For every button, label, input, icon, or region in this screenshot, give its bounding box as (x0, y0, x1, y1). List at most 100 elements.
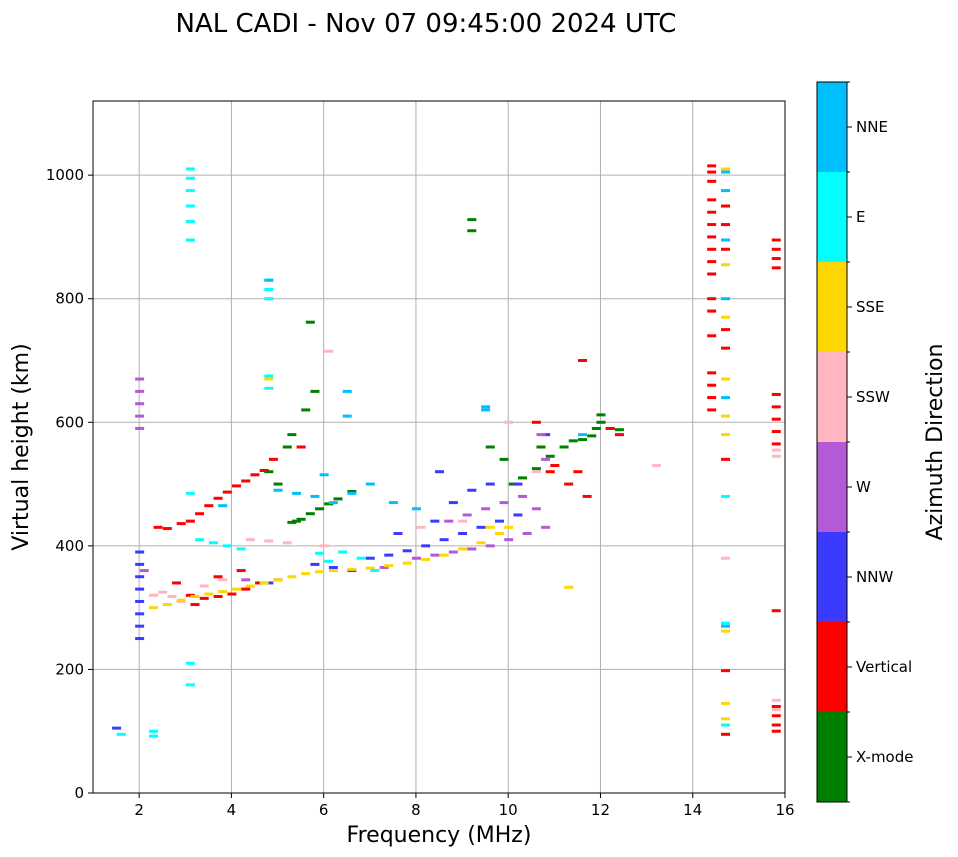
data-point-vertical (707, 297, 717, 301)
data-point-vertical (564, 482, 574, 486)
data-point-nnw (135, 624, 145, 628)
data-point-vertical (707, 223, 717, 227)
data-point-w (518, 494, 528, 498)
data-point-vertical (771, 257, 781, 261)
data-point-vertical (771, 417, 781, 421)
x-tick-label: 10 (499, 801, 518, 819)
data-point-sse (162, 603, 172, 607)
data-point-e (721, 494, 731, 498)
data-point-e (148, 729, 158, 733)
data-point-w (536, 433, 546, 437)
colorbar-swatch-x-mode (817, 712, 847, 802)
data-point-vertical (227, 592, 237, 596)
data-point-e (356, 556, 366, 560)
data-point-w (444, 519, 454, 523)
data-point-nnw (435, 470, 444, 474)
data-point-vertical (241, 479, 251, 483)
data-point-vertical (707, 247, 717, 251)
data-point-nne (721, 189, 731, 193)
data-point-sse (218, 590, 228, 594)
data-point-e (195, 538, 205, 542)
data-point-vertical (771, 705, 781, 708)
data-point-w (135, 402, 145, 406)
data-point-vertical (259, 468, 269, 472)
data-point-vertical (707, 334, 717, 338)
data-point-vertical (707, 170, 717, 174)
data-point-sse (564, 585, 574, 589)
chart-title: NAL CADI - Nov 07 09:45:00 2024 UTC (176, 9, 677, 39)
data-point-vertical (582, 494, 592, 498)
data-point-w (462, 513, 472, 517)
data-point-nne (347, 491, 357, 495)
colorbar-label-vertical: Vertical (856, 658, 912, 676)
data-point-vertical (545, 470, 555, 474)
plot-area (93, 101, 785, 793)
data-points (112, 164, 781, 738)
data-point-vertical (255, 581, 265, 585)
data-point-nne (328, 501, 338, 505)
data-point-ssw (199, 584, 209, 588)
data-point-e (264, 287, 274, 291)
data-point-w (411, 556, 421, 560)
data-point-w (379, 565, 389, 569)
data-point-nnw (135, 575, 145, 579)
data-point-nnw (112, 726, 122, 730)
data-point-nnw (384, 553, 394, 557)
data-point-e (185, 176, 195, 180)
data-point-vertical (771, 714, 781, 718)
data-point-sse (721, 629, 731, 633)
data-point-e (264, 374, 274, 378)
data-point-nnw (135, 637, 145, 641)
data-point-sse (721, 315, 731, 319)
data-point-x-mode (310, 389, 320, 393)
data-point-vertical (771, 405, 781, 409)
data-point-vertical (721, 247, 731, 251)
data-point-e (338, 550, 348, 554)
data-point-x-mode (499, 457, 509, 461)
data-point-e (116, 732, 126, 736)
data-point-sse (301, 572, 311, 576)
data-point-sse (287, 575, 297, 579)
data-point-e (721, 621, 731, 625)
x-tick-label: 6 (319, 801, 329, 819)
data-point-w (135, 414, 145, 418)
colorbar-label-nne: NNE (856, 118, 888, 136)
data-point-ssw (158, 590, 168, 594)
data-point-x-mode (518, 476, 528, 480)
data-point-nnw (467, 488, 477, 492)
y-tick-label: 800 (55, 290, 84, 308)
data-point-x-mode (282, 445, 292, 449)
data-point-nne (264, 278, 274, 282)
data-point-vertical (176, 522, 186, 526)
colorbar-swatch-w (817, 442, 847, 532)
data-point-x-mode (315, 507, 325, 511)
data-point-nnw (476, 525, 486, 529)
colorbar-label-sse: SSE (856, 298, 885, 316)
data-point-vertical (707, 309, 717, 313)
data-point-sse (148, 606, 158, 610)
data-point-nnw (135, 587, 145, 591)
data-point-vertical (605, 426, 615, 430)
data-point-x-mode (568, 439, 578, 443)
data-point-vertical (721, 223, 731, 227)
data-point-nnw (513, 513, 523, 517)
data-point-nne (721, 297, 731, 301)
data-point-nne (273, 488, 283, 492)
data-point-ssw (324, 349, 334, 353)
y-tick-label: 400 (55, 537, 84, 555)
data-point-w (135, 426, 145, 430)
data-point-ssw (771, 708, 781, 712)
data-point-sse (494, 532, 504, 535)
data-point-nnw (494, 519, 504, 523)
data-point-vertical (771, 430, 781, 434)
data-point-sse (721, 414, 731, 418)
x-tick-label: 14 (683, 801, 702, 819)
data-point-vertical (204, 504, 214, 508)
data-point-nne (481, 405, 491, 409)
data-point-nne (721, 396, 731, 400)
data-point-x-mode (596, 420, 606, 424)
data-point-vertical (771, 238, 781, 242)
data-point-ssw (721, 556, 731, 560)
data-point-e (185, 238, 195, 242)
data-point-vertical (241, 587, 251, 591)
